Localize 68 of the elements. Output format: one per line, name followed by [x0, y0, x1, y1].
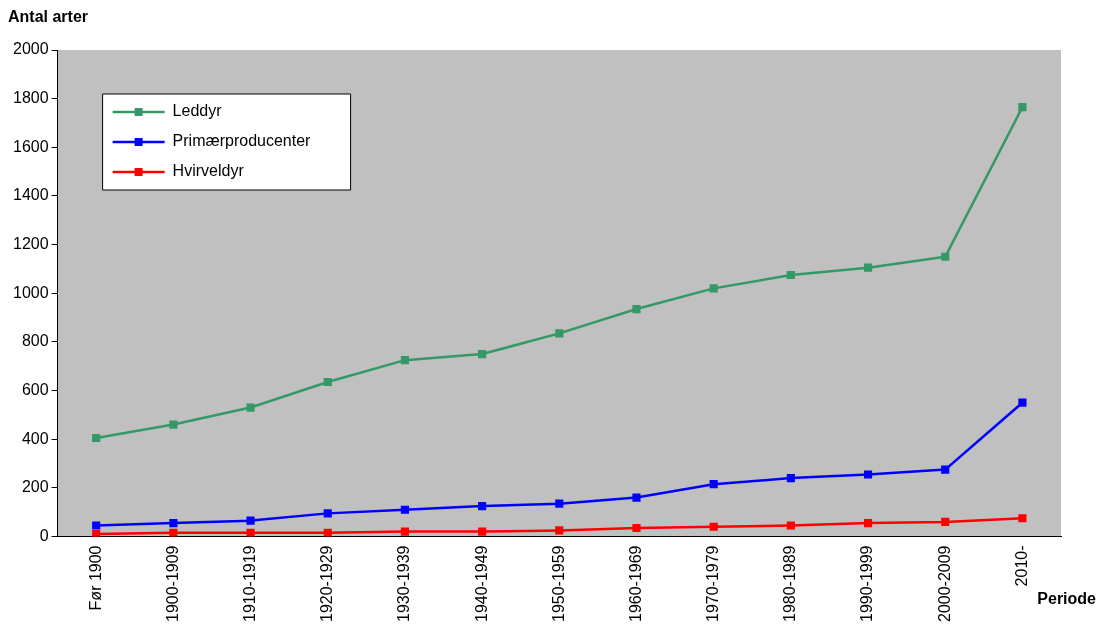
y-axis-title: Antal arter — [8, 8, 89, 26]
x-tick-label: 1970-1979 — [704, 545, 722, 622]
y-tick-label: 0 — [39, 526, 49, 544]
x-tick-label: 1980-1989 — [781, 545, 799, 622]
point — [632, 493, 641, 502]
y-tick-label: 1600 — [13, 137, 49, 155]
x-tick-label: 1950-1959 — [549, 545, 567, 622]
x-tick-label: 1920-1929 — [318, 545, 336, 622]
y-tick-label: 200 — [21, 478, 49, 496]
legend-label: Leddyr — [172, 102, 223, 120]
point — [400, 527, 410, 536]
x-axis-title: Periode — [1037, 590, 1097, 608]
legend-label: Primærproducenter — [172, 132, 312, 150]
point — [169, 519, 178, 528]
y-tick-label: 800 — [21, 332, 49, 350]
x-tick-label: 1960-1969 — [626, 545, 644, 622]
y-tick-label: 1800 — [13, 89, 49, 107]
point — [786, 474, 795, 483]
x-tick-label: Før 1900 — [86, 545, 104, 611]
x-tick-label: 2000-2009 — [935, 545, 953, 622]
x-tick-label: 2010- — [1012, 545, 1030, 587]
point — [863, 519, 873, 528]
point — [709, 522, 718, 531]
y-tick-label: 2000 — [13, 40, 49, 58]
point — [863, 470, 873, 479]
point — [92, 521, 101, 530]
point — [478, 502, 487, 511]
point — [323, 377, 332, 387]
point — [709, 284, 718, 293]
point — [92, 433, 101, 443]
point — [632, 523, 641, 533]
point — [941, 517, 950, 526]
point — [169, 528, 178, 537]
point — [400, 505, 410, 514]
y-tick-label: 1400 — [13, 186, 49, 204]
point — [323, 528, 332, 537]
point — [555, 329, 564, 338]
point — [246, 516, 255, 525]
x-tick-label: 1900-1909 — [163, 545, 181, 622]
point — [246, 528, 255, 537]
point — [478, 349, 487, 359]
x-tick-label: 1910-1919 — [240, 545, 258, 622]
point — [400, 356, 410, 365]
x-tick-label: 1990-1999 — [858, 545, 876, 622]
point — [246, 403, 255, 412]
point — [555, 499, 564, 508]
y-tick-label: 600 — [21, 380, 49, 398]
point — [92, 529, 101, 537]
y-tick-label: 1200 — [13, 235, 49, 252]
point — [941, 252, 950, 261]
point — [555, 526, 564, 535]
point — [1018, 398, 1027, 407]
y-tick-label: 1000 — [13, 283, 49, 301]
point — [709, 480, 718, 489]
point — [169, 420, 178, 429]
y-tick-label: 400 — [21, 429, 49, 447]
point — [1018, 514, 1027, 523]
point — [632, 304, 641, 314]
point — [323, 509, 332, 518]
point — [786, 521, 795, 530]
point — [1018, 103, 1027, 112]
point — [478, 527, 487, 536]
point — [786, 270, 795, 280]
point — [863, 263, 873, 272]
point — [941, 465, 950, 474]
x-tick-label: 1940-1949 — [472, 545, 490, 622]
legend-label: Hvirveldyr — [172, 162, 245, 180]
x-tick-label: 1930-1939 — [395, 545, 413, 622]
